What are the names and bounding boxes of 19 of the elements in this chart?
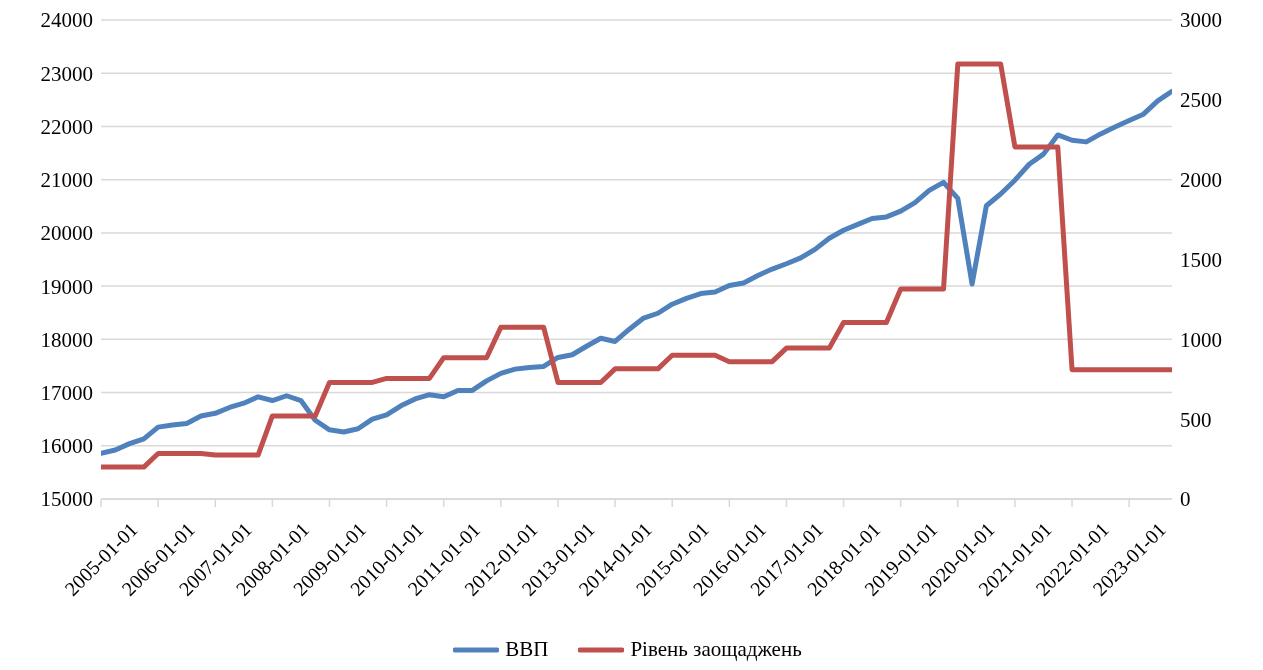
- y-tick-label: 19000: [40, 274, 93, 299]
- y2-tick-label: 1500: [1180, 247, 1222, 272]
- y2-tick-label: 0: [1180, 487, 1191, 512]
- y-tick-label: 21000: [40, 168, 93, 193]
- y-tick-label: 15000: [40, 487, 93, 512]
- y2-tick-label: 500: [1180, 407, 1212, 432]
- y-tick-label: 22000: [40, 114, 93, 139]
- legend-label: ВВП: [504, 637, 549, 662]
- y-tick-label: 20000: [40, 221, 93, 246]
- legend-label: Рівень заощаджень: [629, 637, 802, 662]
- y-tick-label: 24000: [40, 8, 93, 33]
- y2-tick-label: 2000: [1180, 168, 1222, 193]
- y2-tick-label: 3000: [1180, 8, 1222, 33]
- y-tick-label: 16000: [40, 434, 93, 459]
- y-tick-label: 18000: [40, 327, 93, 352]
- y2-tick-label: 2500: [1180, 88, 1222, 113]
- y-tick-label: 23000: [40, 61, 93, 86]
- y2-tick-label: 1000: [1180, 327, 1222, 352]
- y-tick-label: 17000: [40, 381, 93, 406]
